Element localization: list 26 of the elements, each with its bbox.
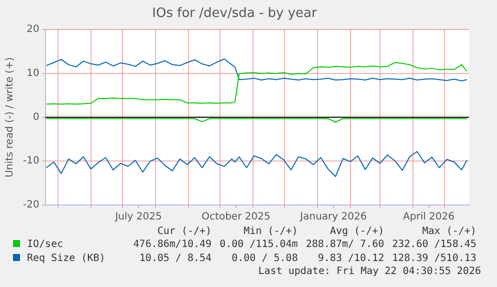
chart-title: IOs for /dev/sda - by year: [152, 6, 318, 22]
y-tick-label: 0: [32, 112, 40, 123]
text: Cur (-/+): [156, 226, 212, 238]
x-tick-label: July 2025: [114, 212, 162, 223]
y-tick-label: -10: [22, 156, 40, 167]
text: 288.87m/ 7.60: [304, 238, 384, 252]
text: Avg (-/+): [328, 226, 384, 238]
text: 476.86m/10.49: [132, 238, 212, 252]
y-tick-label: 10: [26, 68, 40, 80]
text: 0.00 /115.04m: [218, 238, 298, 252]
text: Min (-/+): [242, 226, 298, 238]
x-tick-label: January 2026: [299, 212, 367, 223]
text: Last update: Fri May 22 04:30:55 2026: [257, 266, 482, 277]
text: Max (-/+): [421, 226, 476, 238]
text: 9.83 /10.12: [316, 252, 384, 266]
y-axis-title: Units read (-) / write (+): [4, 57, 16, 178]
legend-label: IO/sec: [26, 238, 64, 252]
legend-label: Req Size (KB): [26, 252, 106, 266]
y-tick-label: 20: [26, 24, 40, 36]
x-tick-label: October 2025: [202, 212, 270, 223]
text: 0.00 / 5.08: [230, 252, 298, 266]
y-tick-label: -20: [22, 200, 40, 211]
text: 10.05 / 8.54: [138, 252, 212, 266]
text: 128.39 /510.13: [391, 252, 476, 266]
x-tick-label: April 2026: [403, 212, 454, 223]
text: 232.60 /158.45: [391, 238, 476, 252]
